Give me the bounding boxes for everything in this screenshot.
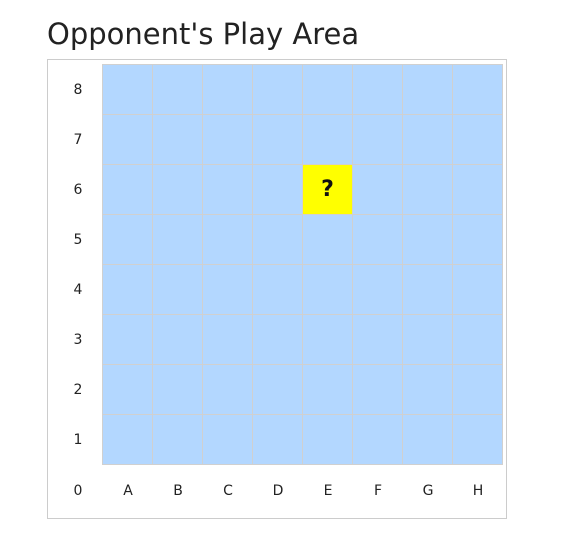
board-cell-g7[interactable] xyxy=(403,115,452,164)
board-cell-a3[interactable] xyxy=(103,315,152,364)
board-cell-a5[interactable] xyxy=(103,215,152,264)
board-cell-c7[interactable] xyxy=(203,115,252,164)
board-cell-h5[interactable] xyxy=(453,215,502,264)
col-label-e: E xyxy=(303,482,353,500)
row-label-1: 1 xyxy=(66,431,90,449)
board-cell-b3[interactable] xyxy=(153,315,202,364)
board-cell-a1[interactable] xyxy=(103,415,152,464)
board-cell-a6[interactable] xyxy=(103,165,152,214)
board-cell-c3[interactable] xyxy=(203,315,252,364)
board-cell-h1[interactable] xyxy=(453,415,502,464)
board-cell-b6[interactable] xyxy=(153,165,202,214)
board-cell-g4[interactable] xyxy=(403,265,452,314)
col-label-d: D xyxy=(253,482,303,500)
board-cell-c8[interactable] xyxy=(203,65,252,114)
board-cell-h3[interactable] xyxy=(453,315,502,364)
board-cell-g3[interactable] xyxy=(403,315,452,364)
board-cell-b5[interactable] xyxy=(153,215,202,264)
question-mark-icon: ? xyxy=(321,177,334,202)
board-cell-b7[interactable] xyxy=(153,115,202,164)
row-label-8: 8 xyxy=(66,81,90,99)
board-cell-g1[interactable] xyxy=(403,415,452,464)
board-cell-d7[interactable] xyxy=(253,115,302,164)
row-label-2: 2 xyxy=(66,381,90,399)
board-cell-b2[interactable] xyxy=(153,365,202,414)
board-cell-a8[interactable] xyxy=(103,65,152,114)
board-cell-g8[interactable] xyxy=(403,65,452,114)
row-label-3: 3 xyxy=(66,331,90,349)
board-cell-f4[interactable] xyxy=(353,265,402,314)
board-cell-g5[interactable] xyxy=(403,215,452,264)
board-cell-f8[interactable] xyxy=(353,65,402,114)
opponent-board-grid: ? xyxy=(102,64,503,465)
board-cell-c1[interactable] xyxy=(203,415,252,464)
col-label-b: B xyxy=(153,482,203,500)
board-cell-d5[interactable] xyxy=(253,215,302,264)
board-cell-d3[interactable] xyxy=(253,315,302,364)
board-cell-c2[interactable] xyxy=(203,365,252,414)
board-cell-c6[interactable] xyxy=(203,165,252,214)
board-cell-a7[interactable] xyxy=(103,115,152,164)
board-cell-a2[interactable] xyxy=(103,365,152,414)
board-cell-f1[interactable] xyxy=(353,415,402,464)
board-cell-d2[interactable] xyxy=(253,365,302,414)
board-cell-d6[interactable] xyxy=(253,165,302,214)
board-cell-b1[interactable] xyxy=(153,415,202,464)
board-cell-b4[interactable] xyxy=(153,265,202,314)
row-label-5: 5 xyxy=(66,231,90,249)
board-cell-e7[interactable] xyxy=(303,115,352,164)
board-cell-e6[interactable]: ? xyxy=(303,165,352,214)
board-cell-d1[interactable] xyxy=(253,415,302,464)
board-cell-f3[interactable] xyxy=(353,315,402,364)
col-label-h: H xyxy=(453,482,503,500)
board-cell-d4[interactable] xyxy=(253,265,302,314)
board-cell-h8[interactable] xyxy=(453,65,502,114)
board-cell-e4[interactable] xyxy=(303,265,352,314)
board-cell-c4[interactable] xyxy=(203,265,252,314)
board-cell-e8[interactable] xyxy=(303,65,352,114)
col-label-c: C xyxy=(203,482,253,500)
board-cell-h4[interactable] xyxy=(453,265,502,314)
board-cell-e2[interactable] xyxy=(303,365,352,414)
row-label-6: 6 xyxy=(66,181,90,199)
board-cell-f6[interactable] xyxy=(353,165,402,214)
col-label-g: G xyxy=(403,482,453,500)
board-cell-h2[interactable] xyxy=(453,365,502,414)
board-cell-g2[interactable] xyxy=(403,365,452,414)
board-cell-f2[interactable] xyxy=(353,365,402,414)
board-cell-a4[interactable] xyxy=(103,265,152,314)
board-cell-g6[interactable] xyxy=(403,165,452,214)
col-label-a: A xyxy=(103,482,153,500)
board-cell-d8[interactable] xyxy=(253,65,302,114)
board-cell-e1[interactable] xyxy=(303,415,352,464)
board-cell-f5[interactable] xyxy=(353,215,402,264)
board-cell-c5[interactable] xyxy=(203,215,252,264)
page-title: Opponent's Play Area xyxy=(47,12,359,56)
corner-label: 0 xyxy=(66,482,90,500)
board-cell-h7[interactable] xyxy=(453,115,502,164)
board-cell-f7[interactable] xyxy=(353,115,402,164)
col-label-f: F xyxy=(353,482,403,500)
row-label-4: 4 xyxy=(66,281,90,299)
board-cell-e3[interactable] xyxy=(303,315,352,364)
row-label-7: 7 xyxy=(66,131,90,149)
board-cell-h6[interactable] xyxy=(453,165,502,214)
board-cell-e5[interactable] xyxy=(303,215,352,264)
board-cell-b8[interactable] xyxy=(153,65,202,114)
